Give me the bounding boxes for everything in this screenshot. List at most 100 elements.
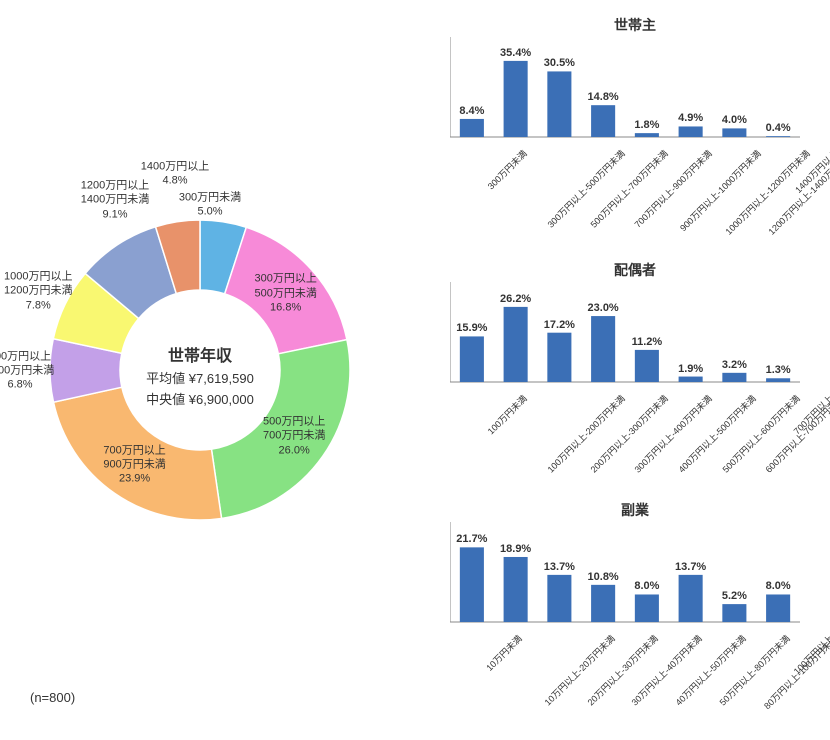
bar-value-label: 8.0% <box>766 580 791 592</box>
bar-value-label: 4.0% <box>722 114 747 126</box>
bar <box>504 557 528 622</box>
bar-value-label: 1.8% <box>634 119 659 131</box>
bar-x-label: 300万円以上-400万円未満 <box>631 392 714 475</box>
bar <box>766 594 790 622</box>
bar-x-label: 10万円以上-20万円未満 <box>541 632 617 708</box>
bar <box>722 604 746 622</box>
donut-slice-label-line: 1000万円以上 <box>4 270 72 284</box>
donut-slice-label-line: 1000万円未満 <box>0 363 54 377</box>
donut-slice-label-line: 26.0% <box>263 443 325 457</box>
donut-slice-label: 300万円以上500万円未満16.8% <box>254 272 316 315</box>
donut-slice-label-line: 1400万円以上 <box>141 160 209 174</box>
bar <box>547 575 571 622</box>
bar-x-label: 500万円以上-700万円未満 <box>588 147 671 230</box>
donut-slice-label-line: 500万円未満 <box>254 286 316 300</box>
bar-value-label: 1.9% <box>678 363 703 375</box>
donut-slice-label: 900万円以上1000万円未満6.8% <box>0 349 54 392</box>
bar <box>722 128 746 137</box>
donut-slice-label-line: 4.8% <box>141 174 209 188</box>
bar <box>722 373 746 382</box>
donut-slice-label: 500万円以上700万円未満26.0% <box>263 415 325 458</box>
donut-slice-label-line: 900万円未満 <box>103 457 165 471</box>
bar-value-label: 0.4% <box>766 122 791 134</box>
bar-value-label: 1.3% <box>766 364 791 376</box>
bar <box>635 350 659 382</box>
bar-value-label: 3.2% <box>722 359 747 371</box>
bar <box>591 585 615 622</box>
bar-value-label: 26.2% <box>500 293 531 305</box>
donut-slice-label: 1200万円以上1400万円未満9.1% <box>81 179 149 222</box>
bar <box>547 333 571 382</box>
donut-slice-label: 1400万円以上4.8% <box>141 160 209 189</box>
donut-slice-label-line: 700万円以上 <box>103 443 165 457</box>
donut-slice-label: 1000万円以上1200万円未満7.8% <box>4 270 72 313</box>
bar-x-label: 300万円以上-500万円未満 <box>544 147 627 230</box>
bar-value-label: 11.2% <box>632 336 663 348</box>
donut-slice-label-line: 300万円未満 <box>179 191 241 205</box>
bar <box>460 119 484 137</box>
bar-x-label: 10万円未満 <box>483 632 525 674</box>
donut-slice-label-line: 1200万円以上 <box>81 179 149 193</box>
bar-x-label: 200万円以上-300万円未満 <box>588 392 671 475</box>
bar-x-label: 900万円以上-1000万円未満 <box>677 147 764 234</box>
bar-chart <box>450 522 802 624</box>
bar-x-label: 400万円以上-500万円未満 <box>675 392 758 475</box>
donut-slice-label-line: 5.0% <box>179 205 241 219</box>
bar-value-label: 14.8% <box>588 91 619 103</box>
donut-slice-label-line: 23.9% <box>103 472 165 486</box>
bar <box>547 71 571 137</box>
donut-slice-label-line: 900万円以上 <box>0 349 54 363</box>
bar-value-label: 8.0% <box>634 580 659 592</box>
bar-x-label: 700万円以上-900万円未満 <box>631 147 714 230</box>
bar-value-label: 5.2% <box>722 590 747 602</box>
bar-x-label: 100万円以上-200万円未満 <box>544 392 627 475</box>
figure-root: 世帯年収 平均値 ¥7,619,590 中央値 ¥6,900,000 300万円… <box>0 0 830 740</box>
donut-slice-label-line: 6.8% <box>0 378 54 392</box>
bar-x-label: 100万円未満 <box>484 392 529 437</box>
donut-center-avg: 平均値 ¥7,619,590 <box>110 368 290 387</box>
donut-slice-label-line: 16.8% <box>254 300 316 314</box>
bar <box>766 378 790 382</box>
bar-value-label: 4.9% <box>678 112 703 124</box>
donut-slice-label-line: 500万円以上 <box>263 415 325 429</box>
donut-slice-label-line: 700万円未満 <box>263 429 325 443</box>
bar <box>635 594 659 622</box>
donut-slice-label-line: 9.1% <box>81 207 149 221</box>
bar <box>679 126 703 137</box>
bar-value-label: 21.7% <box>456 533 487 545</box>
bar-chart-title: 世帯主 <box>450 15 820 35</box>
bar-value-label: 23.0% <box>588 302 619 314</box>
bar <box>591 316 615 382</box>
bar-value-label: 35.4% <box>500 47 531 59</box>
bar <box>504 61 528 137</box>
donut-slice-label-line: 1200万円未満 <box>4 284 72 298</box>
sample-size-label: (n=800) <box>30 690 75 705</box>
bar-value-label: 13.7% <box>675 561 706 573</box>
bar-value-label: 13.7% <box>544 561 575 573</box>
donut-center-title: 世帯年収 <box>110 342 290 366</box>
donut-center: 世帯年収 平均値 ¥7,619,590 中央値 ¥6,900,000 <box>110 342 290 408</box>
bar <box>460 547 484 622</box>
donut-center-median: 中央値 ¥6,900,000 <box>110 389 290 408</box>
donut-slice-label-line: 7.8% <box>4 298 72 312</box>
bar-value-label: 10.8% <box>588 571 619 583</box>
bar <box>766 136 790 137</box>
bar <box>591 105 615 137</box>
donut-slice-label-line: 1400万円未満 <box>81 193 149 207</box>
bar-value-label: 8.4% <box>459 105 484 117</box>
bar-x-label: 300万円未満 <box>484 147 529 192</box>
bar <box>679 575 703 622</box>
bar-chart-title: 配偶者 <box>450 260 820 280</box>
bar <box>504 307 528 382</box>
bar-value-label: 18.9% <box>500 543 531 555</box>
donut-slice-label-line: 300万円以上 <box>254 272 316 286</box>
bar-value-label: 17.2% <box>544 319 575 331</box>
donut-slice-label: 300万円未満5.0% <box>179 191 241 220</box>
bar <box>460 336 484 382</box>
bar <box>679 377 703 382</box>
donut-slice-label: 700万円以上900万円未満23.9% <box>103 443 165 486</box>
bar <box>635 133 659 137</box>
bar-x-label: 500万円以上-600万円未満 <box>719 392 802 475</box>
bar-value-label: 30.5% <box>544 57 575 69</box>
bar-axis <box>450 522 800 622</box>
